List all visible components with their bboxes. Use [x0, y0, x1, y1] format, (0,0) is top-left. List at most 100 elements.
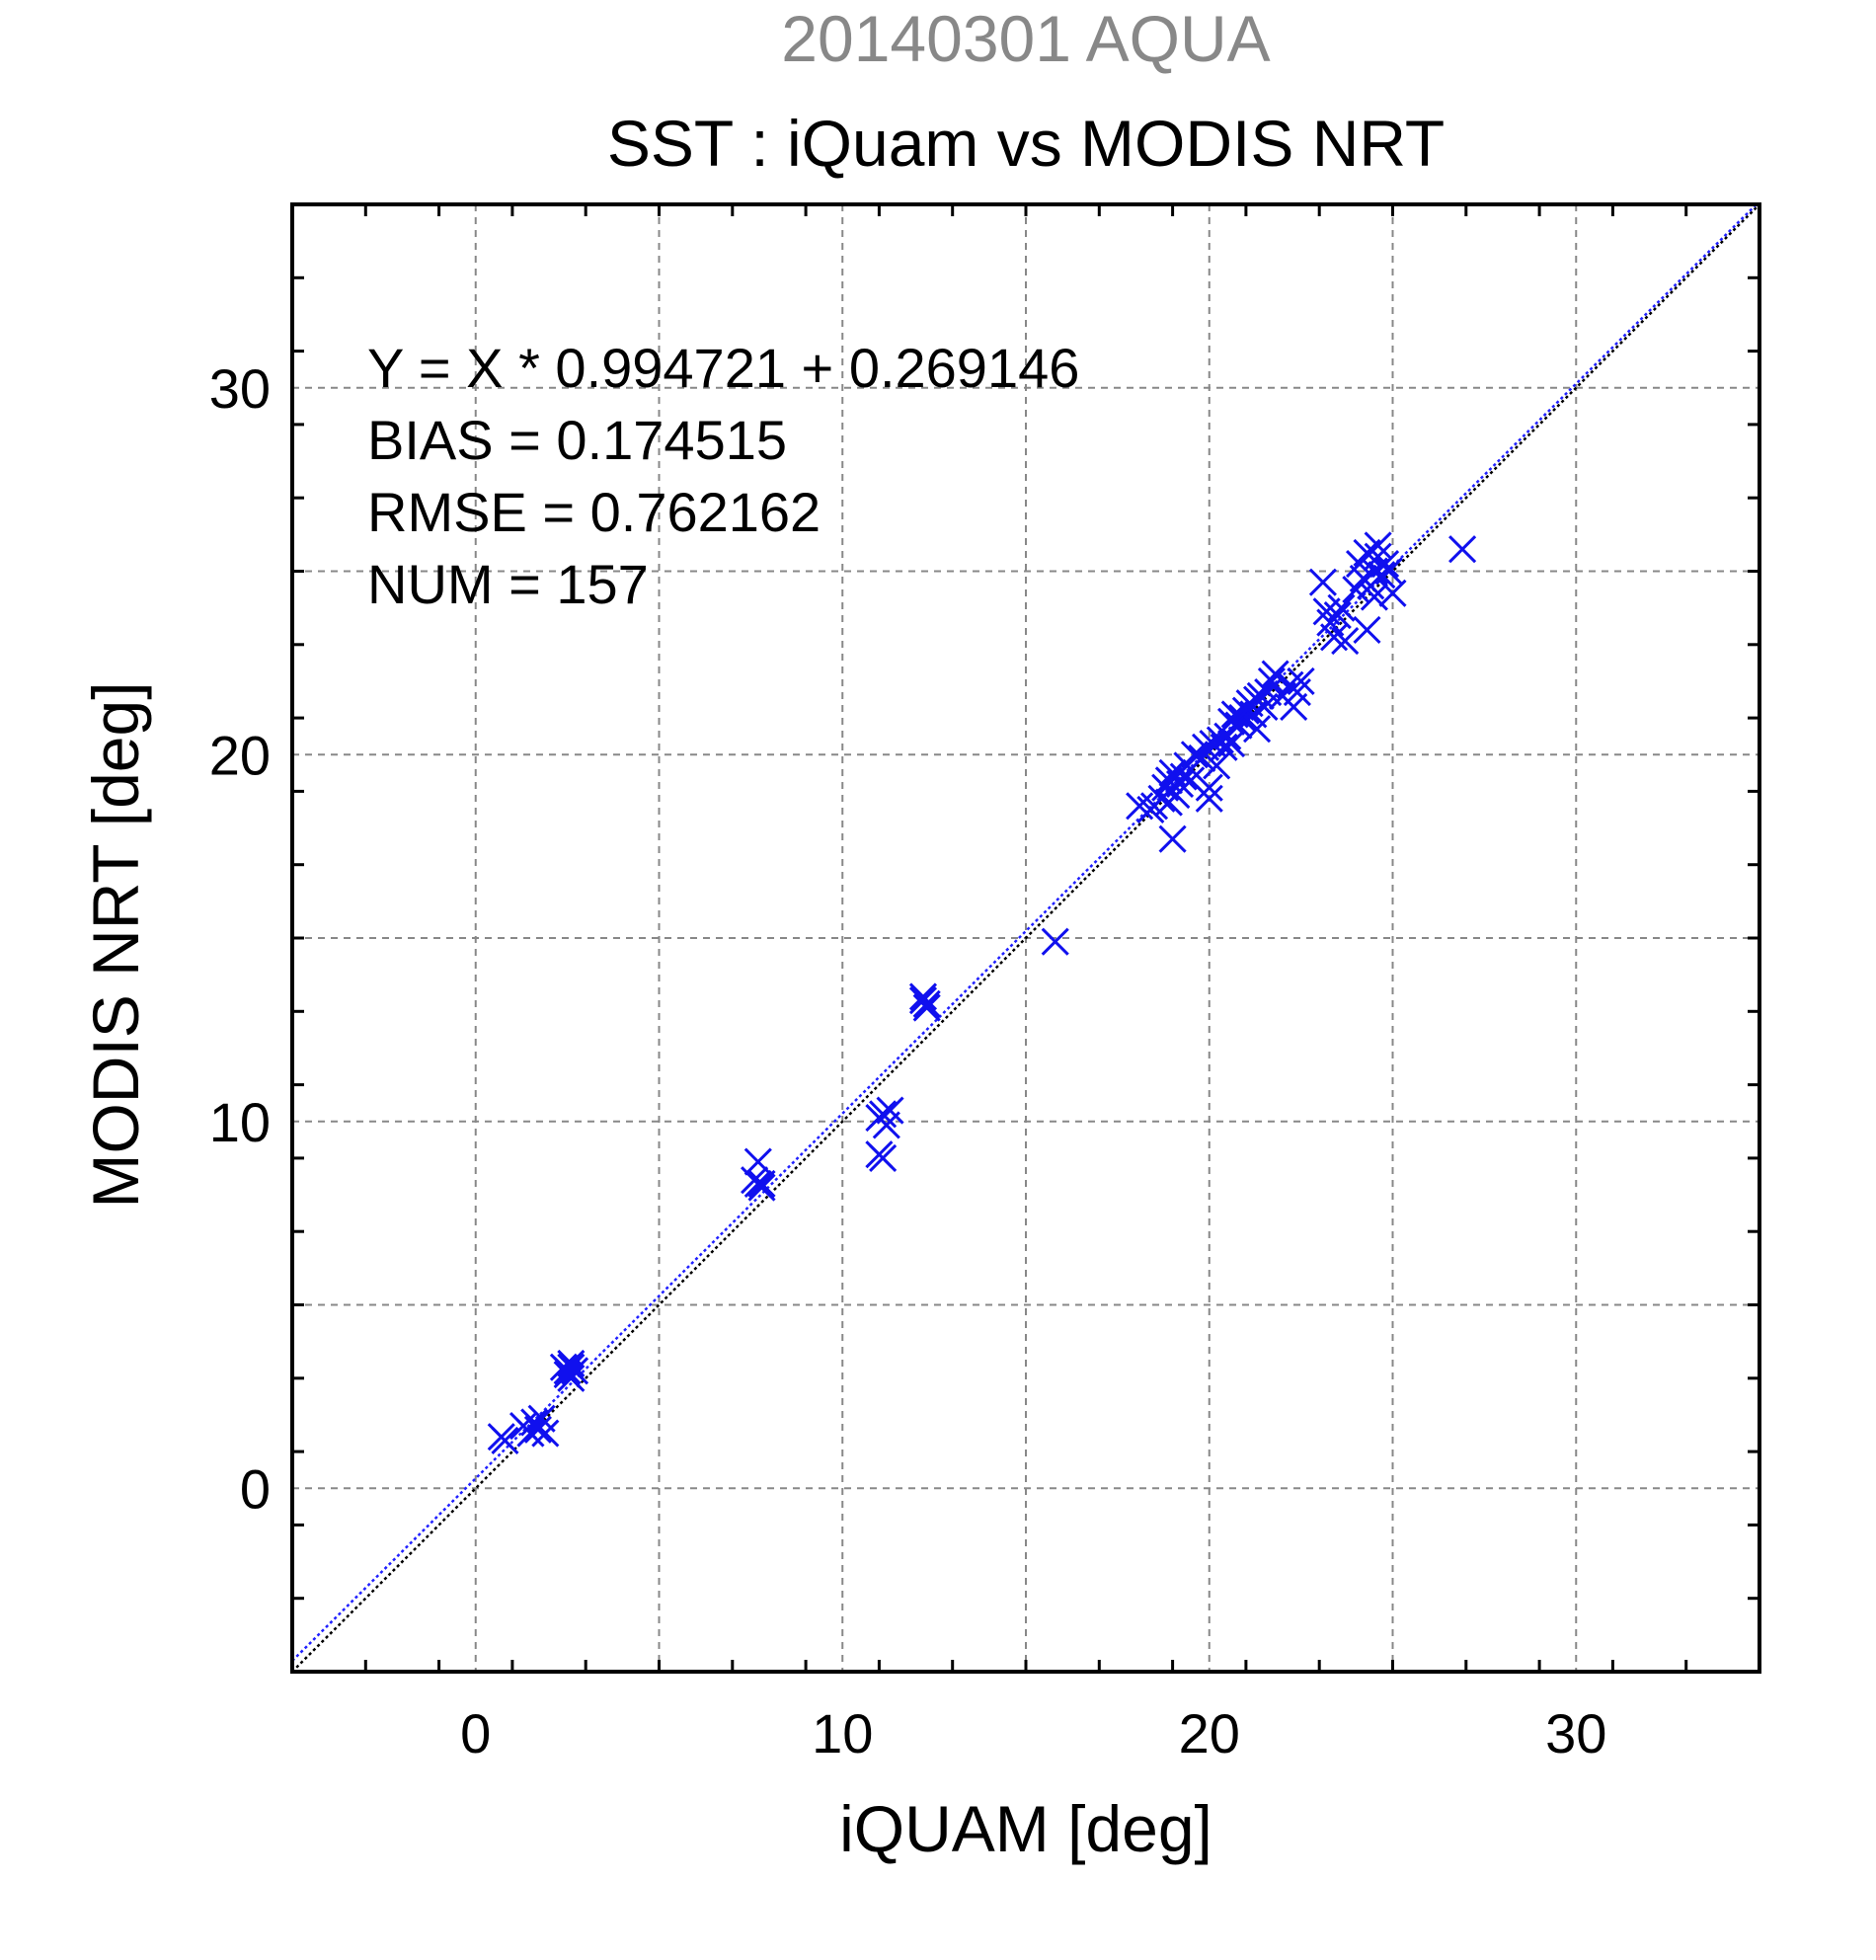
data-point [743, 1169, 772, 1198]
data-point-stroke [557, 1364, 586, 1392]
data-point [1319, 623, 1349, 652]
y-tick-label: 20 [209, 724, 271, 786]
data-point [1257, 666, 1286, 696]
data-point-stroke [1041, 927, 1069, 956]
data-point [1374, 557, 1403, 586]
chart-title: SST : iQuam vs MODIS NRT [607, 107, 1445, 180]
data-point [1331, 627, 1360, 656]
data-point [876, 1096, 904, 1125]
data-point-stroke [1228, 704, 1257, 733]
data-point [912, 993, 941, 1022]
data-point-stroke [1364, 531, 1392, 560]
data-point-stroke [1158, 758, 1187, 787]
data-point-stroke [1323, 601, 1352, 630]
data-point [1327, 593, 1356, 622]
data-point [1041, 927, 1069, 956]
data-point-stroke [516, 1419, 545, 1448]
data-point [1323, 601, 1352, 630]
fit-line [292, 204, 1759, 1662]
data-point-stroke [747, 1169, 776, 1198]
data-point-stroke [557, 1353, 586, 1381]
data-point-stroke [1353, 615, 1381, 645]
data-point [491, 1426, 519, 1455]
data-point-stroke [1224, 711, 1253, 740]
data-point [908, 982, 938, 1011]
data-point-stroke [1210, 733, 1238, 761]
data-point-stroke [869, 1143, 898, 1172]
data-point-stroke [1246, 681, 1275, 710]
grid-lines [292, 204, 1759, 1672]
data-point [1448, 535, 1477, 564]
plot-area [292, 204, 1759, 1672]
data-point-stroke [1283, 678, 1311, 707]
stats-line: RMSE = 0.762162 [367, 481, 821, 543]
data-point [743, 1147, 772, 1176]
data-point [912, 989, 941, 1018]
data-point [1210, 733, 1238, 761]
data-point [1206, 726, 1234, 754]
data-point-stroke [1448, 535, 1477, 564]
data-point [869, 1100, 898, 1129]
data-point [1371, 550, 1400, 579]
data-point-stroke [1319, 623, 1349, 652]
stats-annotation: Y = X * 0.994721 + 0.269146 BIAS = 0.1745… [367, 337, 1079, 615]
data-point-stroke [1177, 766, 1206, 795]
data-point [1203, 751, 1231, 780]
data-point-stroke [531, 1419, 560, 1448]
data-point [1368, 561, 1396, 589]
data-point-stroke [1195, 784, 1223, 813]
data-point-stroke [1257, 666, 1286, 696]
stats-line: BIAS = 0.174515 [367, 409, 787, 471]
data-point [523, 1415, 552, 1444]
plot-frame [290, 202, 1761, 1674]
data-point [1246, 681, 1275, 710]
data-point-stroke [1195, 773, 1223, 802]
data-point-stroke [1242, 715, 1272, 744]
y-tick-label: 10 [209, 1091, 271, 1153]
data-point [1353, 615, 1381, 645]
data-point-stroke [557, 1349, 586, 1378]
data-point [1308, 568, 1337, 596]
data-point [516, 1419, 545, 1448]
data-point-stroke [743, 1169, 772, 1198]
stats-line: NUM = 157 [367, 553, 649, 615]
data-point-stroke [1287, 666, 1315, 696]
data-point [1360, 583, 1388, 611]
data-point-stroke [491, 1426, 519, 1455]
data-point [747, 1169, 776, 1198]
data-point-stroke [1368, 561, 1396, 589]
data-point [1158, 824, 1187, 853]
data-point [557, 1364, 586, 1392]
chart-subtitle: 20140301 AQUA [781, 2, 1270, 75]
data-point [531, 1419, 560, 1448]
data-point [1195, 784, 1223, 813]
data-point-stroke [1371, 550, 1400, 579]
data-point [1165, 769, 1195, 799]
data-point-stroke [527, 1404, 556, 1433]
stats-line: Y = X * 0.994721 + 0.269146 [367, 337, 1079, 399]
data-point-stroke [1203, 751, 1231, 780]
data-point-stroke [912, 989, 941, 1018]
data-point [1195, 773, 1223, 802]
y-tick-label: 0 [240, 1457, 271, 1520]
data-point [1242, 715, 1272, 744]
x-tick-label: 0 [460, 1702, 491, 1764]
data-point-stroke [1165, 769, 1195, 799]
data-point-stroke [1327, 593, 1356, 622]
data-point-stroke [912, 993, 941, 1022]
data-point [1378, 579, 1407, 607]
data-point-stroke [1158, 824, 1187, 853]
data-point-stroke [1331, 627, 1360, 656]
data-point [1287, 666, 1315, 696]
data-point-stroke [869, 1100, 898, 1129]
data-point-stroke [1126, 792, 1154, 821]
data-point-stroke [1360, 583, 1388, 611]
x-tick-label: 30 [1545, 1702, 1606, 1764]
data-point [557, 1349, 586, 1378]
data-point [1364, 531, 1392, 560]
data-point-stroke [1308, 568, 1337, 596]
data-point [1228, 704, 1257, 733]
data-point [1261, 660, 1290, 688]
